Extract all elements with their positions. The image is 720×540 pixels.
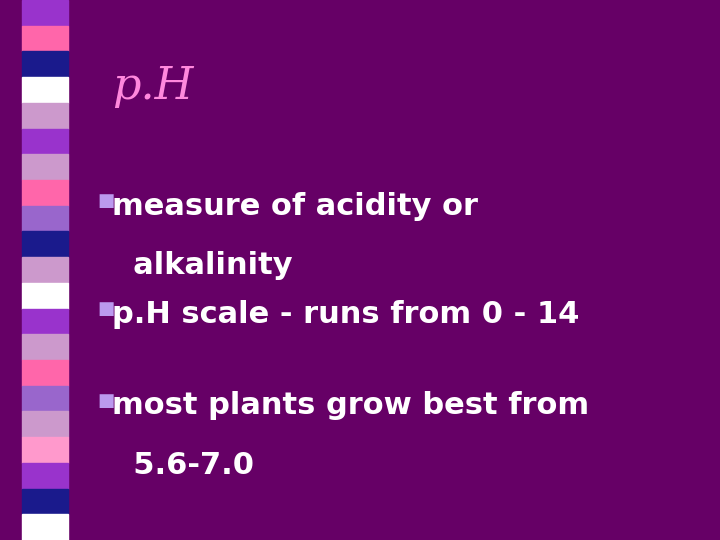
Bar: [22, 51, 68, 77]
Bar: [22, 257, 68, 283]
Bar: [22, 489, 68, 514]
Bar: [22, 463, 68, 489]
Bar: [22, 180, 68, 206]
Text: most plants grow best from: most plants grow best from: [112, 392, 589, 421]
Bar: [22, 308, 68, 334]
Text: ■: ■: [97, 392, 114, 409]
Text: p.H: p.H: [112, 65, 193, 108]
Bar: [22, 514, 68, 540]
Text: ■: ■: [97, 300, 114, 318]
Bar: [22, 206, 68, 232]
Bar: [22, 232, 68, 257]
Bar: [22, 103, 68, 129]
Text: measure of acidity or: measure of acidity or: [112, 192, 477, 221]
Bar: [22, 129, 68, 154]
Text: p.H scale - runs from 0 - 14: p.H scale - runs from 0 - 14: [112, 300, 579, 329]
Bar: [22, 0, 68, 26]
Bar: [22, 77, 68, 103]
Text: ■: ■: [97, 192, 114, 210]
Bar: [22, 154, 68, 180]
Bar: [22, 411, 68, 437]
Text: 5.6-7.0: 5.6-7.0: [112, 451, 253, 480]
Bar: [22, 334, 68, 360]
Bar: [22, 360, 68, 386]
Bar: [22, 283, 68, 308]
Bar: [22, 437, 68, 463]
Bar: [22, 386, 68, 411]
Bar: [22, 26, 68, 51]
Text: alkalinity: alkalinity: [112, 251, 292, 280]
